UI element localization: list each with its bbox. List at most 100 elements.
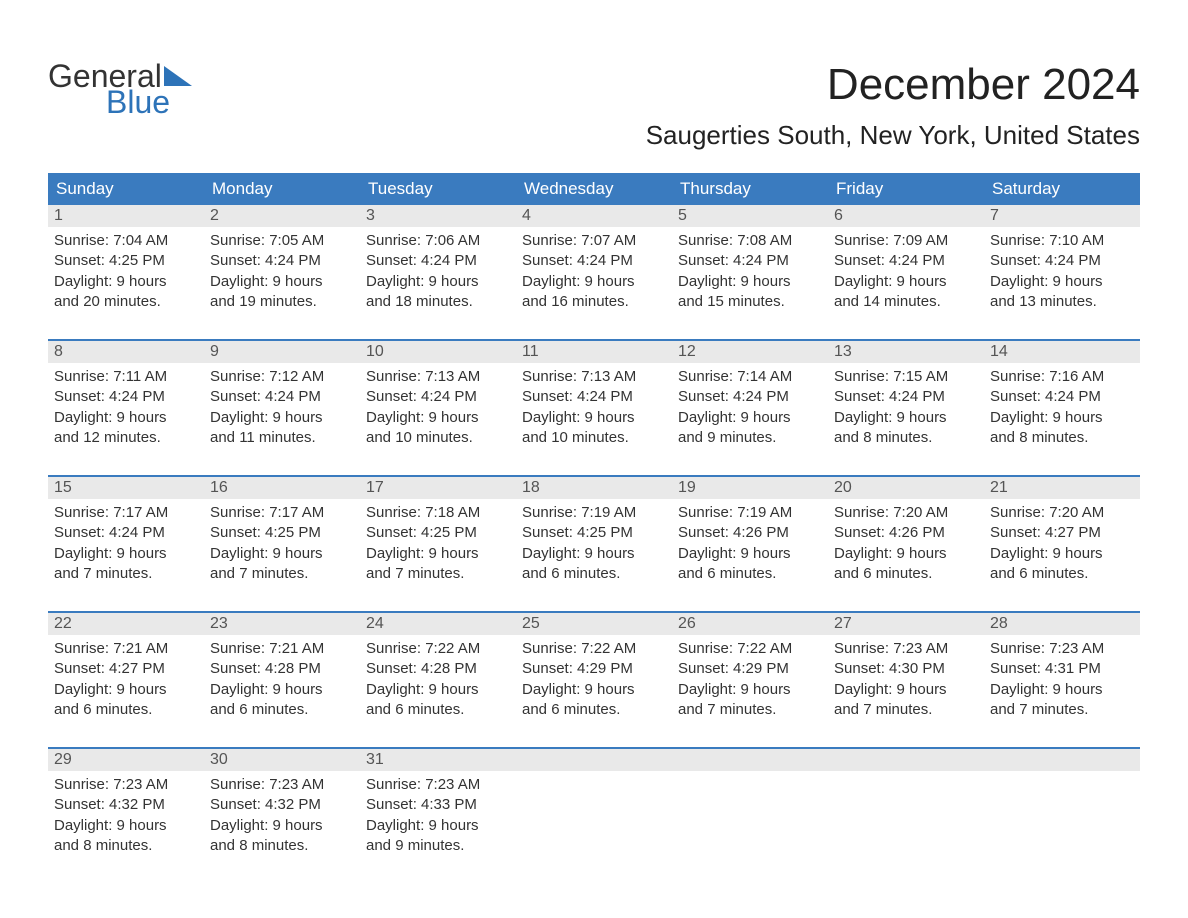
- sunrise: Sunrise: 7:08 AM: [678, 231, 822, 251]
- day-number: 16: [204, 477, 360, 499]
- day-number: 4: [516, 205, 672, 227]
- sunset: Sunset: 4:25 PM: [522, 523, 666, 543]
- day-number: 29: [48, 749, 204, 771]
- daylight-line1: Daylight: 9 hours: [210, 816, 354, 836]
- day-detail: Sunrise: 7:17 AMSunset: 4:24 PMDaylight:…: [48, 499, 204, 590]
- day-cell: 25Sunrise: 7:22 AMSunset: 4:29 PMDayligh…: [516, 613, 672, 733]
- sunrise: Sunrise: 7:09 AM: [834, 231, 978, 251]
- daylight-line2: and 9 minutes.: [366, 836, 510, 856]
- sunset: Sunset: 4:24 PM: [990, 251, 1134, 271]
- day-cell: 2Sunrise: 7:05 AMSunset: 4:24 PMDaylight…: [204, 205, 360, 325]
- day-header-row: SundayMondayTuesdayWednesdayThursdayFrid…: [48, 173, 1140, 205]
- sunrise: Sunrise: 7:13 AM: [522, 367, 666, 387]
- week-row: 8Sunrise: 7:11 AMSunset: 4:24 PMDaylight…: [48, 339, 1140, 461]
- day-number: [828, 749, 984, 771]
- day-detail: Sunrise: 7:23 AMSunset: 4:32 PMDaylight:…: [48, 771, 204, 862]
- daylight-line2: and 7 minutes.: [834, 700, 978, 720]
- sunset: Sunset: 4:30 PM: [834, 659, 978, 679]
- daylight-line1: Daylight: 9 hours: [522, 544, 666, 564]
- day-cell: 24Sunrise: 7:22 AMSunset: 4:28 PMDayligh…: [360, 613, 516, 733]
- daylight-line1: Daylight: 9 hours: [678, 408, 822, 428]
- sunset: Sunset: 4:24 PM: [210, 251, 354, 271]
- day-cell: 29Sunrise: 7:23 AMSunset: 4:32 PMDayligh…: [48, 749, 204, 869]
- day-number: 30: [204, 749, 360, 771]
- day-cell: 21Sunrise: 7:20 AMSunset: 4:27 PMDayligh…: [984, 477, 1140, 597]
- daylight-line1: Daylight: 9 hours: [522, 408, 666, 428]
- daylight-line2: and 7 minutes.: [366, 564, 510, 584]
- day-number: 18: [516, 477, 672, 499]
- day-cell: 18Sunrise: 7:19 AMSunset: 4:25 PMDayligh…: [516, 477, 672, 597]
- day-number: 1: [48, 205, 204, 227]
- sunset: Sunset: 4:28 PM: [366, 659, 510, 679]
- sunrise: Sunrise: 7:17 AM: [210, 503, 354, 523]
- sunrise: Sunrise: 7:14 AM: [678, 367, 822, 387]
- daylight-line2: and 10 minutes.: [522, 428, 666, 448]
- sunrise: Sunrise: 7:11 AM: [54, 367, 198, 387]
- day-cell: 6Sunrise: 7:09 AMSunset: 4:24 PMDaylight…: [828, 205, 984, 325]
- day-detail: Sunrise: 7:18 AMSunset: 4:25 PMDaylight:…: [360, 499, 516, 590]
- day-number: 28: [984, 613, 1140, 635]
- daylight-line2: and 7 minutes.: [990, 700, 1134, 720]
- title-block: December 2024 Saugerties South, New York…: [646, 60, 1140, 167]
- day-number: 24: [360, 613, 516, 635]
- day-cell: [672, 749, 828, 869]
- daylight-line1: Daylight: 9 hours: [54, 816, 198, 836]
- day-number: 10: [360, 341, 516, 363]
- daylight-line1: Daylight: 9 hours: [990, 680, 1134, 700]
- day-detail: Sunrise: 7:19 AMSunset: 4:25 PMDaylight:…: [516, 499, 672, 590]
- day-detail: Sunrise: 7:12 AMSunset: 4:24 PMDaylight:…: [204, 363, 360, 454]
- day-header-cell: Thursday: [672, 173, 828, 205]
- day-detail: Sunrise: 7:21 AMSunset: 4:27 PMDaylight:…: [48, 635, 204, 726]
- day-detail: Sunrise: 7:17 AMSunset: 4:25 PMDaylight:…: [204, 499, 360, 590]
- daylight-line1: Daylight: 9 hours: [54, 544, 198, 564]
- sunset: Sunset: 4:24 PM: [366, 387, 510, 407]
- day-detail: Sunrise: 7:07 AMSunset: 4:24 PMDaylight:…: [516, 227, 672, 318]
- sunrise: Sunrise: 7:04 AM: [54, 231, 198, 251]
- week-row: 1Sunrise: 7:04 AMSunset: 4:25 PMDaylight…: [48, 205, 1140, 325]
- daylight-line2: and 7 minutes.: [54, 564, 198, 584]
- sunrise: Sunrise: 7:20 AM: [990, 503, 1134, 523]
- day-detail: Sunrise: 7:11 AMSunset: 4:24 PMDaylight:…: [48, 363, 204, 454]
- sunrise: Sunrise: 7:10 AM: [990, 231, 1134, 251]
- day-detail: Sunrise: 7:23 AMSunset: 4:33 PMDaylight:…: [360, 771, 516, 862]
- day-number: 23: [204, 613, 360, 635]
- day-number: [984, 749, 1140, 771]
- calendar: SundayMondayTuesdayWednesdayThursdayFrid…: [48, 173, 1140, 869]
- day-cell: 16Sunrise: 7:17 AMSunset: 4:25 PMDayligh…: [204, 477, 360, 597]
- week-row: 15Sunrise: 7:17 AMSunset: 4:24 PMDayligh…: [48, 475, 1140, 597]
- daylight-line2: and 6 minutes.: [54, 700, 198, 720]
- day-number: 17: [360, 477, 516, 499]
- day-detail: Sunrise: 7:10 AMSunset: 4:24 PMDaylight:…: [984, 227, 1140, 318]
- sunset: Sunset: 4:26 PM: [834, 523, 978, 543]
- day-detail: Sunrise: 7:23 AMSunset: 4:30 PMDaylight:…: [828, 635, 984, 726]
- day-header-cell: Friday: [828, 173, 984, 205]
- day-number: [672, 749, 828, 771]
- daylight-line2: and 8 minutes.: [210, 836, 354, 856]
- day-cell: 30Sunrise: 7:23 AMSunset: 4:32 PMDayligh…: [204, 749, 360, 869]
- day-cell: 8Sunrise: 7:11 AMSunset: 4:24 PMDaylight…: [48, 341, 204, 461]
- sunset: Sunset: 4:31 PM: [990, 659, 1134, 679]
- day-number: 12: [672, 341, 828, 363]
- sunset: Sunset: 4:24 PM: [522, 387, 666, 407]
- sunset: Sunset: 4:24 PM: [366, 251, 510, 271]
- day-number: 9: [204, 341, 360, 363]
- daylight-line1: Daylight: 9 hours: [834, 680, 978, 700]
- day-cell: 26Sunrise: 7:22 AMSunset: 4:29 PMDayligh…: [672, 613, 828, 733]
- day-cell: 15Sunrise: 7:17 AMSunset: 4:24 PMDayligh…: [48, 477, 204, 597]
- sunset: Sunset: 4:24 PM: [522, 251, 666, 271]
- sunrise: Sunrise: 7:13 AM: [366, 367, 510, 387]
- logo: General Blue: [48, 60, 192, 118]
- sunrise: Sunrise: 7:07 AM: [522, 231, 666, 251]
- day-number: 19: [672, 477, 828, 499]
- sunset: Sunset: 4:27 PM: [54, 659, 198, 679]
- day-cell: 3Sunrise: 7:06 AMSunset: 4:24 PMDaylight…: [360, 205, 516, 325]
- day-cell: 31Sunrise: 7:23 AMSunset: 4:33 PMDayligh…: [360, 749, 516, 869]
- week-row: 29Sunrise: 7:23 AMSunset: 4:32 PMDayligh…: [48, 747, 1140, 869]
- daylight-line2: and 14 minutes.: [834, 292, 978, 312]
- sunrise: Sunrise: 7:23 AM: [366, 775, 510, 795]
- sunrise: Sunrise: 7:19 AM: [678, 503, 822, 523]
- daylight-line2: and 7 minutes.: [678, 700, 822, 720]
- day-detail: Sunrise: 7:22 AMSunset: 4:29 PMDaylight:…: [672, 635, 828, 726]
- sunset: Sunset: 4:33 PM: [366, 795, 510, 815]
- day-cell: 10Sunrise: 7:13 AMSunset: 4:24 PMDayligh…: [360, 341, 516, 461]
